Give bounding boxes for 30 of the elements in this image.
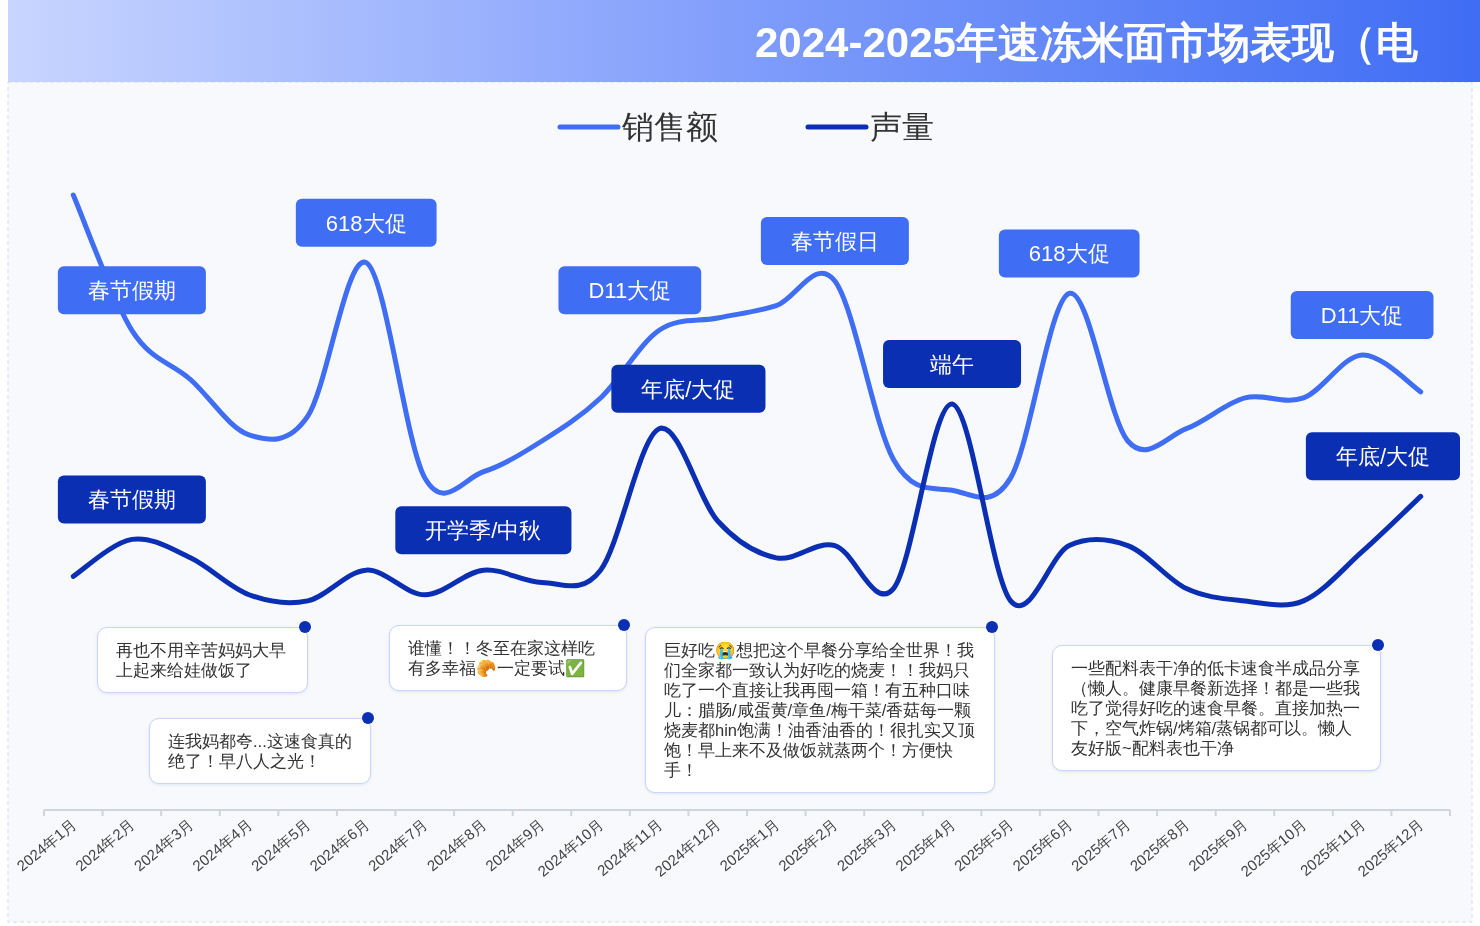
callout: 春节假期 (57, 266, 206, 315)
callout: D11大促 (1290, 290, 1434, 339)
annotation: 一些配料表干净的低卡速食半成品分享（懒人。健康早餐新选择！都是一些我吃了觉得好吃的速食早餐。直接加热一下，空气炸锅/烤箱/蒸锅都可以。懒人友好版~配料表也干净 (1052, 645, 1381, 771)
callout: D11大促 (558, 266, 702, 315)
annotation: D11大促 (1320, 302, 1404, 328)
annotation: D11大促 (588, 278, 672, 304)
annotation: 再也不用辛苦妈妈大早上起来给娃做饭了 (97, 627, 308, 693)
annotation: 春节假日 (790, 229, 879, 255)
annotation: 巨好吃😭想把这个早餐分享给全世界！我们全家都一致认为好吃的烧麦！！我妈只吃了一个直接让我再囤一箱！有五种口味儿：腊肠/咸蛋黄/章鱼/梅干菜/香菇每一颗烧麦都hin饱满！油香油香的！很扎实又顶饱！早上来不及做饭就蒸两个！方便快手！ (645, 627, 995, 793)
callout: 春节假期 (57, 475, 206, 524)
annotation: 谁懂！！冬至在家这样吃有多幸福🥐一定要试✅ (389, 625, 627, 691)
annotation: 年底/大促 (641, 376, 736, 402)
annotation: 连我妈都夸...这速食真的绝了！早八人之光！ (149, 718, 371, 784)
legend-label: 声量 (870, 109, 934, 145)
callout: 618大促 (998, 229, 1140, 278)
callout: 年底/大促 (1305, 432, 1460, 481)
annotation: 春节假期 (87, 487, 176, 513)
callout: 年底/大促 (611, 364, 766, 413)
annotation: 春节假期 (87, 278, 176, 304)
annotation: 年底/大促 (1335, 444, 1430, 470)
legend-label: 销售额 (621, 109, 718, 145)
annotation: 端午 (930, 352, 975, 378)
chart-title: 2024-2025年速冻米面市场表现（电 (755, 19, 1419, 66)
callout: 春节假日 (760, 217, 909, 266)
callout: 端午 (883, 340, 1022, 389)
annotation: 618大促 (1028, 241, 1110, 267)
annotation: 开学季/中秋 (425, 518, 542, 544)
callout: 开学季/中秋 (395, 506, 572, 555)
annotation: 618大促 (325, 210, 407, 236)
callout: 618大促 (295, 198, 437, 247)
